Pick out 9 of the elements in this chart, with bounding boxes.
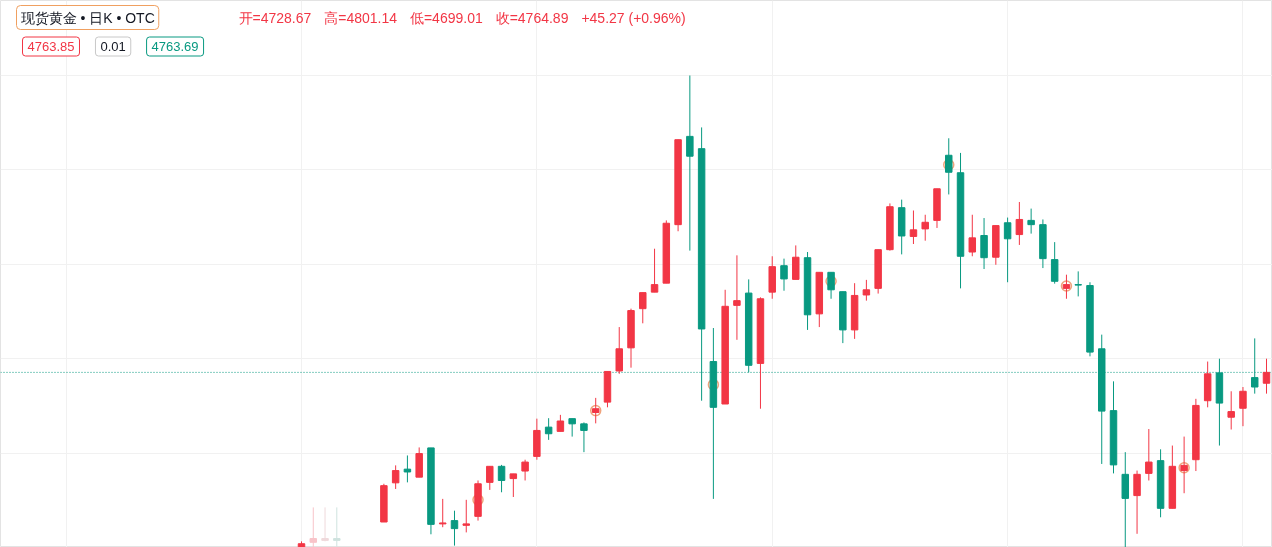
text: 4763.69	[151, 39, 199, 54]
text: 开=4728.67	[238, 9, 312, 26]
text: +45.27 (+0.96%)	[581, 9, 686, 26]
text: 现货黄金 • 日K • OTC	[20, 9, 155, 26]
text: 0.01	[100, 39, 126, 54]
text: 高=4801.14	[324, 9, 398, 26]
text: 收=4764.89	[495, 9, 569, 26]
text: 低=4699.01	[409, 9, 483, 26]
text: 4763.85	[27, 39, 75, 54]
